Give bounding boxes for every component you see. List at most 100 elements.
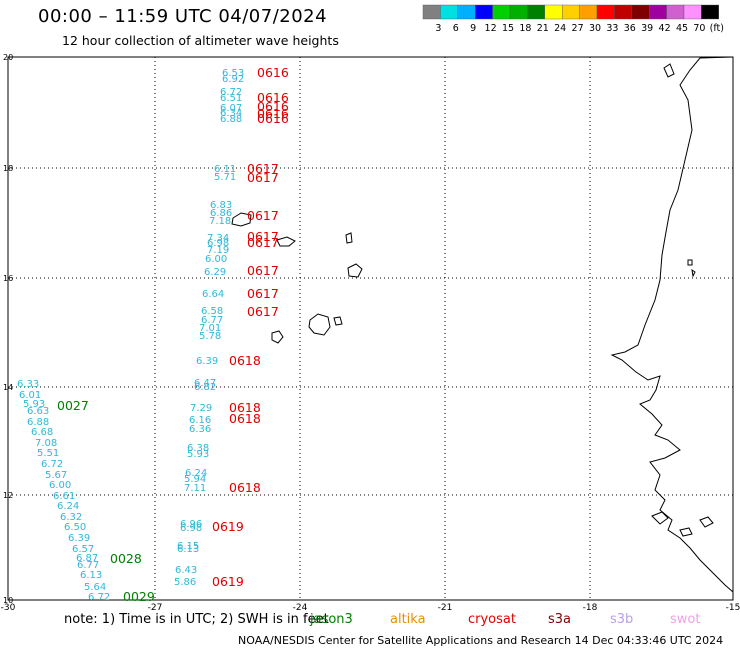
island-outline [308, 313, 331, 336]
lon-tick-label: -27 [148, 603, 163, 613]
track-id-label: 0617 [247, 304, 279, 319]
track-id-label: 0617 [247, 229, 279, 244]
track-id-label: 0618 [229, 353, 261, 368]
island-outline [699, 516, 714, 528]
island-outline [231, 212, 252, 227]
legend-label: 15 [502, 23, 514, 34]
swh-value: 5.67 [45, 470, 67, 481]
lat-tick-label: 16 [3, 274, 13, 283]
swh-value: 6.24 [57, 501, 79, 512]
track-id-label: 0029 [123, 589, 155, 604]
track-id-label: 0616 [257, 65, 289, 80]
legend-label: 45 [676, 23, 688, 34]
swh-value: 6.36 [189, 424, 211, 435]
swh-value: 5.64 [84, 582, 106, 593]
swh-value: 6.77 [77, 560, 99, 571]
swh-value: 6.96 [180, 519, 202, 530]
swh-value: 5.86 [174, 577, 196, 588]
map-subtitle: 12 hour collection of altimeter wave hei… [62, 33, 339, 48]
swh-value: 5.71 [214, 172, 236, 183]
swh-value: 6.24 [185, 468, 207, 479]
swh-value: 6.00 [49, 480, 71, 491]
swh-value: 6.58 [201, 306, 223, 317]
island-outline [679, 527, 693, 537]
island-outline [687, 259, 693, 266]
track-id-label: 0616 [257, 106, 289, 121]
swh-value: 6.88 [27, 417, 49, 428]
legend-label: 24 [554, 23, 566, 34]
legend-label: 70 [693, 23, 705, 34]
island-outline [663, 63, 675, 78]
track-id-label: 0618 [229, 411, 261, 426]
satellite-label-cryosat: cryosat [468, 612, 516, 627]
swh-value: 6.34 [220, 108, 242, 119]
swh-value: 6.29 [204, 267, 226, 278]
lat-tick-label: 12 [3, 491, 13, 500]
swh-value: 6.13 [177, 544, 199, 555]
swh-value: 6.15 [177, 541, 199, 552]
lat-tick-label: 18 [3, 164, 13, 173]
swh-value: 6.98 [207, 238, 229, 249]
track-id-label: 0028 [110, 551, 142, 566]
color-legend: 3 6 9 12 15 18 21 24 27 30 33 36 39 42 45 70 (ft) [422, 4, 724, 34]
legend-label: 39 [641, 23, 653, 34]
swh-value: 5.51 [37, 448, 59, 459]
swh-value: 6.98 [180, 523, 202, 534]
lon-tick-label: -24 [293, 603, 308, 613]
swh-value: 6.43 [175, 565, 197, 576]
swh-value: 6.88 [220, 114, 242, 125]
map-title: 00:00 – 11:59 UTC 04/07/2024 [38, 6, 328, 27]
legend-label: 42 [659, 23, 671, 34]
swh-value: 6.38 [187, 443, 209, 454]
swh-value: 6.39 [196, 356, 218, 367]
swh-value: 6.16 [189, 415, 211, 426]
island-outline [276, 236, 296, 247]
track-id-label: 0617 [247, 263, 279, 278]
swh-value: 5.78 [199, 331, 221, 342]
legend-label: 9 [470, 23, 476, 34]
island-outline [651, 511, 669, 525]
swh-value: 6.53 [222, 68, 244, 79]
legend-label: 21 [537, 23, 549, 34]
lon-tick-label: -18 [583, 603, 598, 613]
legend-swatch [701, 4, 719, 20]
track-id-label: 0027 [57, 398, 89, 413]
map-frame [7, 56, 734, 601]
legend-label: 18 [519, 23, 531, 34]
track-id-label: 0618 [229, 480, 261, 495]
satellite-label-altika: altika [390, 612, 426, 627]
swh-value: 7.29 [190, 403, 212, 414]
swh-value: 6.00 [205, 254, 227, 265]
swh-value: 6.83 [210, 200, 232, 211]
swh-value: 7.34 [207, 233, 229, 244]
satellite-label-jason3: jason3 [310, 612, 353, 627]
legend-label: 12 [485, 23, 497, 34]
swh-value: 6.61 [53, 491, 75, 502]
swh-value: 6.13 [80, 570, 102, 581]
swh-value: 6.72 [220, 87, 242, 98]
satellite-label-s3a: s3a [548, 612, 572, 627]
lon-tick-label: -15 [726, 603, 740, 613]
lon-tick-label: -30 [1, 603, 16, 613]
swh-value: 6.63 [27, 406, 49, 417]
swh-value: 6.50 [64, 522, 86, 533]
legend-label: 33 [606, 23, 618, 34]
island-outline [347, 263, 363, 278]
track-id-label: 0617 [247, 235, 279, 250]
island-outline [333, 316, 343, 326]
island-outline [271, 330, 284, 344]
units-note: note: 1) Time is in UTC; 2) SWH is in fe… [64, 612, 329, 627]
track-id-label: 0617 [247, 170, 279, 185]
swh-value: 6.32 [60, 512, 82, 523]
legend-label: 30 [589, 23, 601, 34]
swh-value: 6.92 [222, 74, 244, 85]
satellite-label-s3b: s3b [610, 612, 634, 627]
track-id-label: 0617 [247, 161, 279, 176]
lon-tick-label: -21 [438, 603, 453, 613]
swh-value: 6.51 [220, 93, 242, 104]
swh-value: 6.72 [41, 459, 63, 470]
swh-value: 5.94 [184, 474, 206, 485]
track-id-label: 0619 [212, 519, 244, 534]
lat-tick-label: 20 [3, 53, 13, 62]
track-id-label: 0617 [247, 286, 279, 301]
